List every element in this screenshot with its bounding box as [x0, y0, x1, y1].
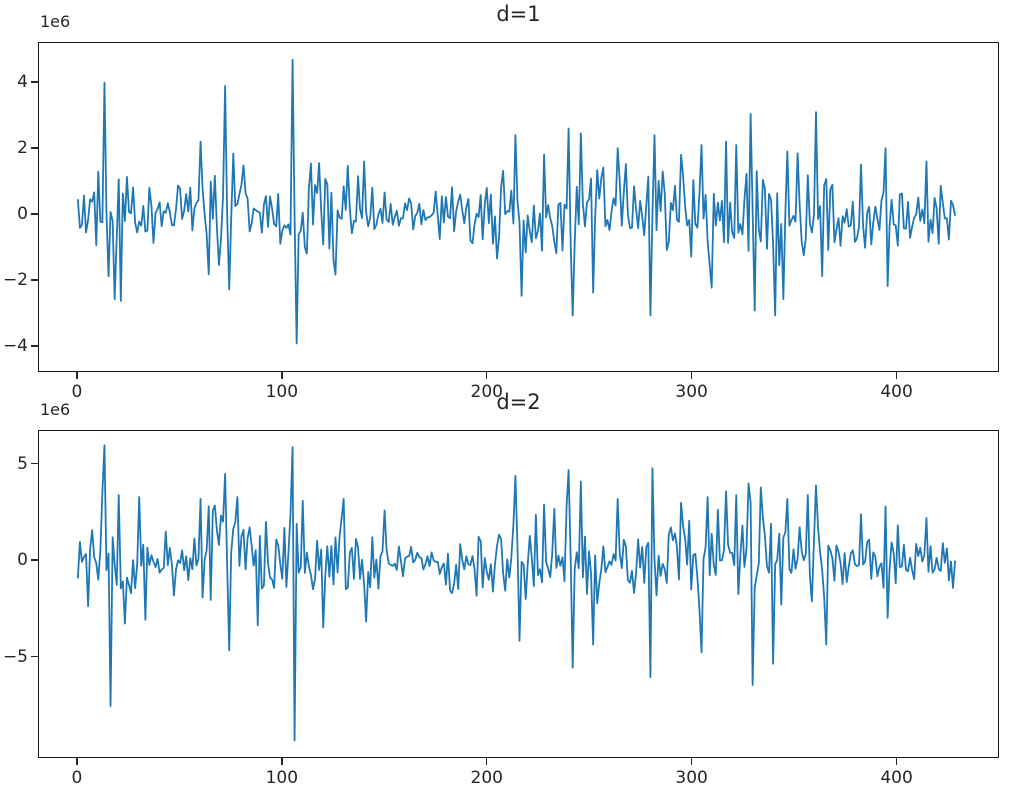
x-tick-mark [281, 758, 283, 765]
x-tick-mark [895, 372, 898, 379]
x-tick-label: 100 [265, 382, 299, 402]
x-tick-label: 300 [675, 768, 708, 788]
y-tick-label: 5 [17, 453, 28, 474]
y-tick-mark [31, 345, 38, 347]
subplot2-title: d=2 [496, 390, 541, 414]
y-tick-mark [31, 279, 38, 281]
x-tick-mark [76, 372, 78, 379]
x-tick-mark [690, 372, 693, 379]
y-tick-label: 0 [17, 203, 28, 224]
subplot1-axes [38, 42, 999, 372]
subplot2-axes [38, 430, 999, 758]
subplot2-series-line [76, 444, 956, 742]
y-tick-label: 0 [17, 550, 28, 571]
x-tick-mark [76, 758, 78, 765]
y-tick-mark [31, 655, 38, 658]
y-tick-mark [31, 213, 38, 215]
y-tick-mark [31, 147, 38, 149]
y-tick-mark [31, 81, 38, 83]
y-tick-label: 4 [17, 71, 28, 92]
x-tick-label: 400 [880, 382, 913, 402]
subplot1-series-line [76, 58, 956, 345]
x-tick-label: 0 [71, 768, 83, 788]
x-tick-label: 400 [880, 768, 913, 788]
subplot1-title: d=1 [496, 2, 541, 26]
y-tick-mark [31, 462, 38, 465]
x-tick-mark [690, 758, 693, 765]
x-tick-label: 300 [675, 382, 708, 402]
x-tick-mark [281, 372, 283, 379]
y-tick-label: −4 [2, 335, 28, 356]
x-tick-mark [485, 372, 488, 379]
x-tick-mark [895, 758, 898, 765]
x-tick-mark [485, 758, 488, 765]
y-tick-label: 2 [17, 137, 28, 158]
subplot1-offset-text: 1e6 [40, 12, 71, 31]
y-tick-label: −5 [2, 646, 28, 667]
x-tick-label: 200 [470, 382, 503, 402]
y-tick-label: −2 [2, 269, 28, 290]
subplot2-offset-text: 1e6 [40, 400, 71, 419]
x-tick-label: 100 [265, 768, 299, 788]
x-tick-label: 0 [71, 382, 83, 402]
y-tick-mark [31, 559, 38, 561]
x-tick-label: 200 [470, 768, 503, 788]
